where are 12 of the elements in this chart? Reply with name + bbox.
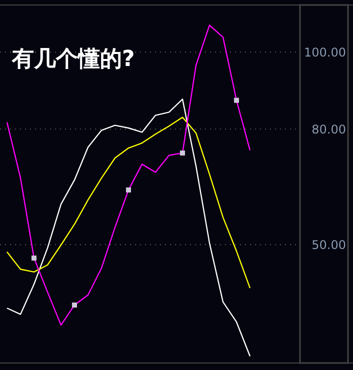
line-series bbox=[6, 116, 251, 289]
y-tick-label: 50.00 bbox=[312, 238, 346, 252]
point bbox=[72, 302, 77, 308]
y-tick-label: 80.00 bbox=[312, 122, 346, 136]
line-series bbox=[6, 24, 251, 326]
point bbox=[180, 150, 185, 156]
text: 有几个懂的? bbox=[11, 47, 135, 72]
line-series bbox=[6, 98, 251, 357]
point bbox=[126, 187, 131, 192]
point bbox=[32, 256, 36, 261]
point bbox=[234, 98, 239, 103]
y-tick-label: 100.00 bbox=[304, 45, 346, 60]
